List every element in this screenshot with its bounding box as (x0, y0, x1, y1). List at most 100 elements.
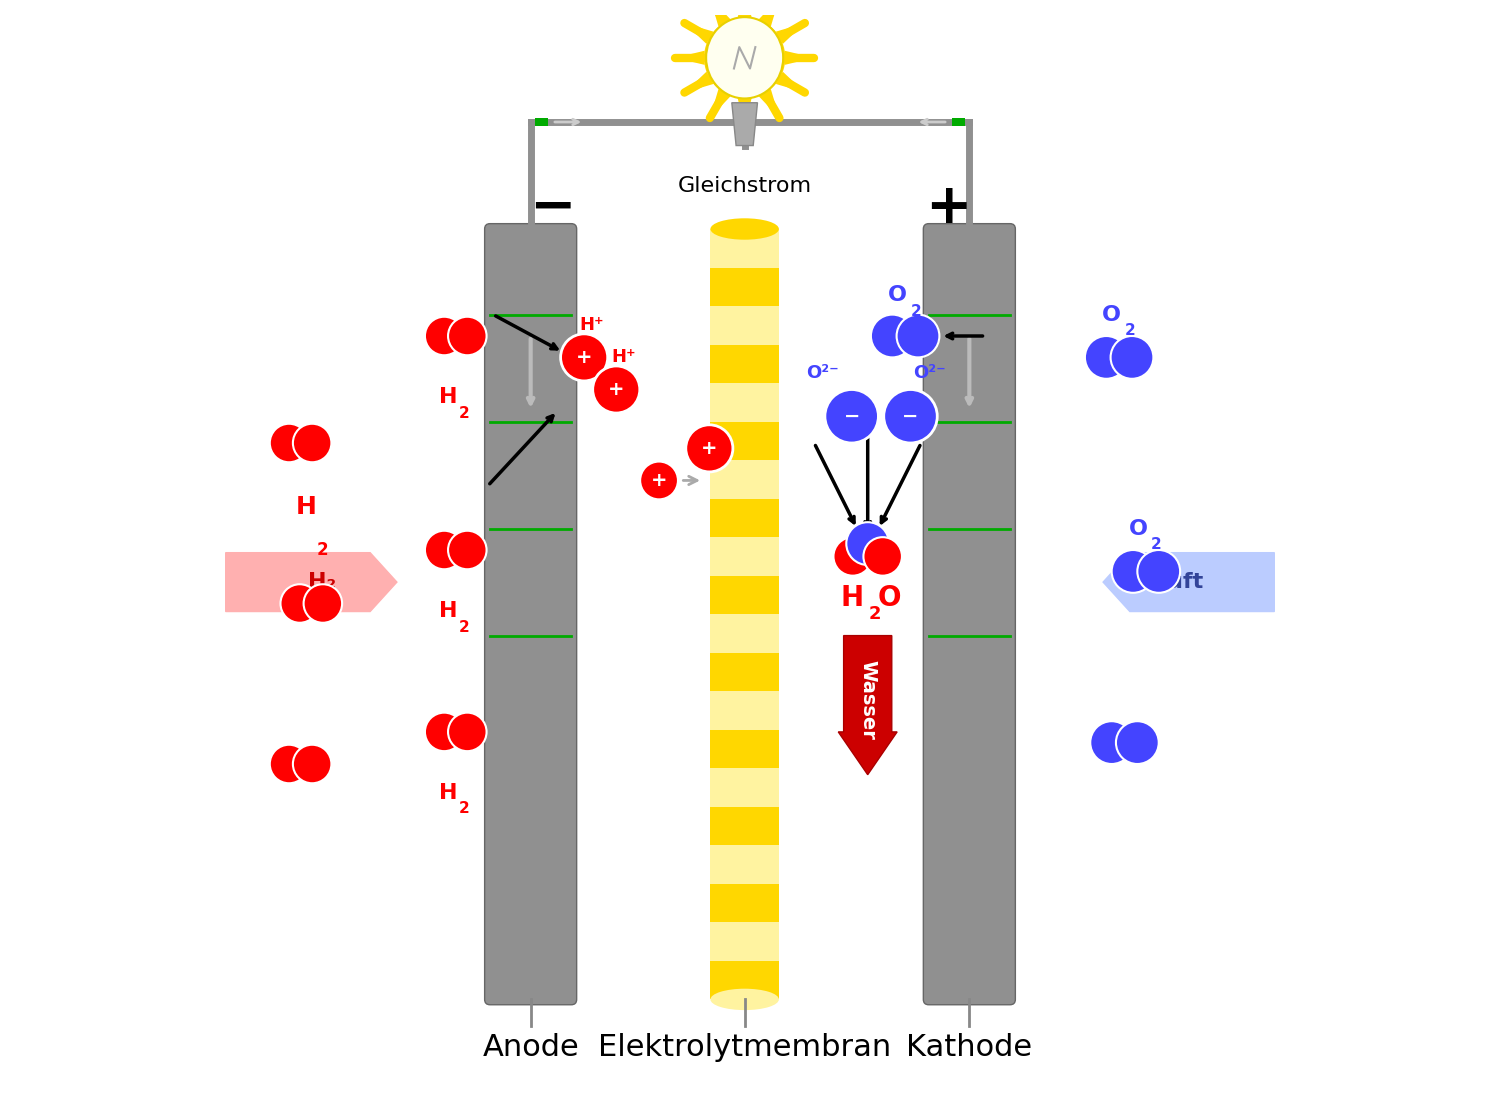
Polygon shape (738, 0, 752, 18)
Bar (711, 729, 778, 768)
Text: −: − (530, 180, 576, 234)
Text: H: H (440, 601, 458, 621)
Text: 2: 2 (1150, 537, 1162, 552)
Circle shape (448, 317, 486, 355)
Polygon shape (759, 0, 780, 26)
Bar (711, 421, 778, 460)
Text: Wasser: Wasser (858, 660, 877, 739)
Text: H: H (440, 387, 458, 407)
Circle shape (897, 315, 939, 358)
Circle shape (448, 713, 486, 751)
Polygon shape (784, 51, 814, 65)
Text: −: − (903, 407, 918, 426)
Bar (711, 883, 778, 923)
Bar (711, 267, 778, 306)
Text: +: + (924, 180, 970, 234)
Text: Elektrolytmembran: Elektrolytmembran (598, 1033, 891, 1062)
Text: H: H (440, 783, 458, 803)
Text: Kathode: Kathode (906, 1033, 1032, 1062)
Ellipse shape (706, 18, 783, 99)
Bar (711, 806, 778, 845)
FancyArrow shape (1102, 552, 1275, 612)
Bar (711, 383, 778, 421)
Circle shape (1137, 550, 1180, 593)
Circle shape (592, 366, 640, 412)
Circle shape (1110, 336, 1154, 378)
Bar (711, 614, 778, 652)
Polygon shape (710, 89, 730, 118)
FancyArrow shape (225, 552, 398, 612)
Bar (711, 306, 778, 344)
Text: O: O (1130, 518, 1148, 539)
Text: 2: 2 (459, 406, 470, 420)
Circle shape (424, 530, 464, 570)
Ellipse shape (711, 989, 778, 1010)
Bar (711, 923, 778, 961)
Text: 2: 2 (868, 605, 882, 624)
Bar (952, 118, 964, 127)
Polygon shape (776, 23, 806, 44)
Text: Gleichstrom: Gleichstrom (678, 176, 812, 196)
Text: H: H (296, 495, 316, 519)
Polygon shape (675, 51, 705, 65)
Bar (711, 845, 778, 883)
Circle shape (448, 530, 486, 570)
FancyBboxPatch shape (484, 223, 576, 1004)
Circle shape (1084, 336, 1128, 378)
Circle shape (292, 424, 332, 462)
Circle shape (270, 745, 309, 783)
Bar (536, 118, 548, 127)
Polygon shape (776, 72, 806, 92)
Circle shape (280, 584, 320, 623)
Circle shape (864, 537, 901, 575)
Circle shape (303, 584, 342, 623)
Circle shape (640, 461, 678, 499)
Text: Anode: Anode (483, 1033, 579, 1062)
Circle shape (846, 522, 889, 565)
Bar (711, 652, 778, 691)
Circle shape (561, 334, 608, 381)
Circle shape (704, 18, 786, 99)
Polygon shape (759, 89, 780, 118)
Text: +: + (608, 379, 624, 399)
Bar (711, 498, 778, 537)
Text: H⁺: H⁺ (612, 349, 636, 366)
Polygon shape (710, 0, 730, 26)
Text: H: H (840, 584, 862, 612)
Text: Luft: Luft (1154, 572, 1203, 592)
Text: 2: 2 (459, 619, 470, 635)
Circle shape (424, 713, 464, 751)
Text: 2: 2 (316, 541, 328, 559)
Circle shape (1116, 722, 1158, 764)
Circle shape (270, 424, 309, 462)
Polygon shape (738, 98, 752, 128)
Text: +: + (576, 348, 592, 367)
Bar (711, 691, 778, 729)
Text: O: O (1102, 305, 1120, 324)
Bar (711, 768, 778, 806)
Text: −: − (843, 407, 860, 426)
Text: +: + (700, 439, 717, 458)
Bar (711, 229, 778, 267)
Text: H⁺: H⁺ (579, 317, 604, 334)
Circle shape (1090, 722, 1132, 764)
Text: O²⁻: O²⁻ (914, 364, 946, 383)
Text: +: + (651, 471, 668, 490)
Circle shape (884, 389, 938, 443)
FancyBboxPatch shape (924, 223, 1016, 1004)
Text: O: O (888, 285, 908, 306)
Text: O: O (878, 584, 902, 612)
Circle shape (834, 537, 872, 575)
Circle shape (825, 389, 879, 443)
Text: 2: 2 (910, 304, 921, 319)
Circle shape (1112, 550, 1155, 593)
Bar (711, 961, 778, 1000)
Bar (711, 344, 778, 383)
Circle shape (292, 745, 332, 783)
Polygon shape (684, 72, 714, 92)
FancyArrow shape (839, 636, 897, 774)
Bar (711, 460, 778, 498)
Text: 2: 2 (459, 802, 470, 816)
Text: O²⁻: O²⁻ (807, 364, 838, 383)
Bar (711, 575, 778, 614)
